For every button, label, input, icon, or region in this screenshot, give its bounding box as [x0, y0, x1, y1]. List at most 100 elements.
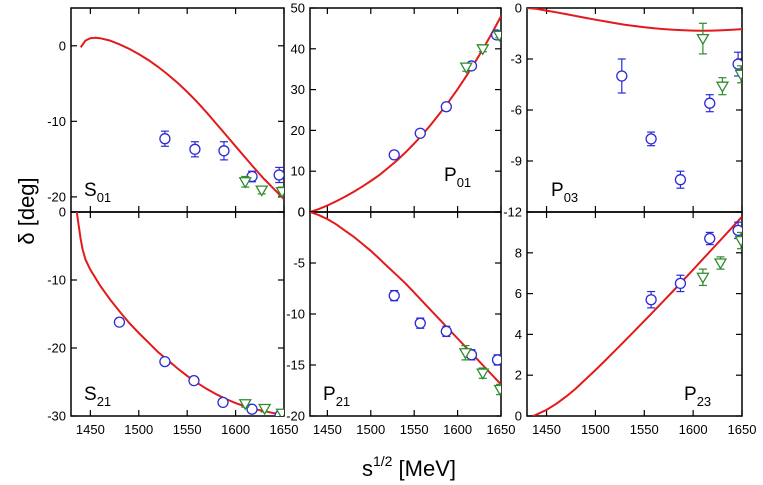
y-tick-label: -10 — [47, 273, 66, 288]
circle-marker — [273, 169, 284, 181]
triangle-marker — [493, 384, 501, 397]
y-axis-label: δ [deg] — [14, 177, 39, 244]
x-tick-label: 1550 — [400, 422, 429, 437]
y-tick-label: -20 — [286, 409, 305, 424]
x-axis-label-base: s — [362, 456, 373, 481]
data-point-circle — [704, 94, 716, 113]
y-tick-label: -20 — [47, 189, 66, 204]
y-tick-label: 0 — [298, 205, 305, 220]
y-tick-label: -9 — [510, 154, 522, 169]
panel-data — [532, 216, 742, 416]
triangle-marker — [492, 30, 501, 43]
panel-label: S21 — [84, 384, 111, 409]
model-curve — [527, 8, 742, 32]
y-tick-label: 6 — [515, 286, 522, 301]
panel-label: P23 — [684, 384, 711, 409]
panel-label: P03 — [551, 180, 578, 205]
model-curve — [310, 15, 501, 212]
triangle-marker — [275, 408, 284, 416]
triangle-marker — [713, 258, 728, 270]
circle-marker — [159, 133, 171, 145]
data-point-triangle — [275, 408, 284, 416]
data-point-circle — [645, 131, 657, 147]
model-curve — [75, 212, 284, 416]
data-point-circle — [388, 149, 400, 161]
data-point-triangle — [275, 186, 284, 199]
y-tick-label: -6 — [510, 103, 522, 118]
data-point-circle — [732, 51, 742, 77]
circle-marker — [732, 58, 742, 70]
data-point-triangle — [734, 231, 742, 250]
circle-marker — [674, 277, 687, 290]
data-point-triangle — [458, 345, 473, 361]
y-tick-label: 20 — [291, 123, 305, 138]
x-tick-label: 1500 — [581, 422, 610, 437]
y-tick-label: -12 — [503, 205, 522, 220]
triangle-marker — [459, 62, 473, 74]
circle-marker — [491, 354, 501, 366]
panel-frame — [309, 7, 502, 213]
x-tick-label: 1650 — [728, 422, 757, 437]
panel-p03: 0 -3 -6 -9 -12 P03 — [503, 1, 743, 220]
x-tick-label: 1500 — [124, 422, 153, 437]
y-tick-label: 8 — [515, 245, 522, 260]
y-tick-label: 0 — [515, 409, 522, 424]
x-tick-label: 1650 — [270, 422, 299, 437]
circle-marker — [645, 133, 657, 145]
y-tick-label: -10 — [47, 114, 66, 129]
y-tick-label: 50 — [291, 1, 305, 16]
circle-marker — [616, 70, 628, 82]
data-point-circle — [704, 231, 716, 246]
panel-frame — [526, 211, 743, 417]
x-tick-label: 1600 — [679, 422, 708, 437]
triangle-marker — [476, 44, 490, 56]
y-tick-label: -3 — [510, 52, 522, 67]
triangle-marker — [238, 177, 252, 189]
x-tick-label: 1450 — [532, 422, 561, 437]
data-point-circle — [616, 58, 628, 94]
circle-marker — [159, 355, 171, 368]
y-tick-label: -10 — [286, 307, 305, 322]
y-tick-label: 0 — [298, 205, 305, 220]
panel-p23: 1450 1500 1550 1600 1650 0 2 4 6 8 P23 — [515, 211, 757, 437]
x-tick-label: 1550 — [630, 422, 659, 437]
panel-p21: 1450 1500 1550 1600 1650 0 -5 -10 -15 -20 P21 — [286, 205, 515, 438]
circle-marker — [218, 145, 230, 157]
data-point-circle — [491, 354, 501, 366]
circle-marker — [674, 174, 687, 186]
y-tick-label: 4 — [515, 327, 522, 342]
data-point-triangle — [713, 256, 728, 270]
triangle-marker — [696, 33, 710, 46]
y-tick-label: -15 — [286, 358, 305, 373]
y-tick-label: 0 — [59, 205, 66, 220]
y-tick-label: -5 — [293, 256, 305, 271]
data-point-triangle — [492, 30, 501, 43]
circle-marker — [645, 294, 657, 306]
data-point-circle — [440, 101, 452, 113]
panel-frame — [70, 211, 285, 417]
panel-data — [310, 15, 501, 212]
triangle-marker — [458, 348, 473, 360]
panel-data — [79, 36, 284, 200]
x-tick-label: 1650 — [487, 422, 516, 437]
data-point-circle — [159, 130, 171, 147]
circle-marker — [388, 289, 400, 302]
y-tick-label: -30 — [47, 409, 66, 424]
circle-marker — [414, 127, 426, 139]
y-tick-label: 40 — [291, 41, 305, 56]
triangle-marker — [696, 272, 710, 285]
data-point-triangle — [255, 185, 269, 197]
triangle-marker — [734, 69, 742, 82]
data-point-circle — [246, 403, 258, 415]
data-point-triangle — [238, 175, 252, 189]
model-curve — [532, 216, 742, 416]
triangle-marker — [715, 81, 730, 93]
x-tick-label: 1600 — [443, 422, 472, 437]
circle-marker — [217, 396, 229, 409]
data-point-circle — [113, 316, 126, 328]
y-tick-label: 0 — [515, 1, 522, 16]
x-tick-label: 1550 — [173, 422, 202, 437]
panel-s01: 0 -10 -20 S01 — [47, 7, 285, 213]
circle-marker — [440, 101, 452, 113]
y-tick-label: -20 — [47, 341, 66, 356]
